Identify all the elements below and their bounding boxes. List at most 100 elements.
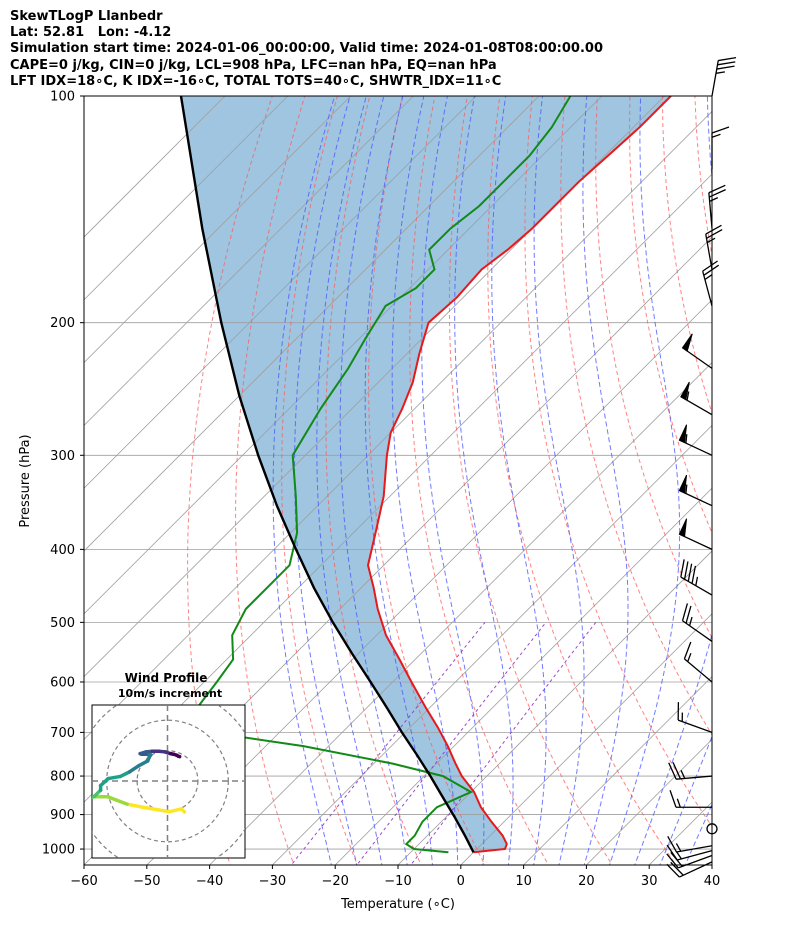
barb-feather (708, 189, 726, 198)
hodograph-plot (92, 705, 245, 858)
wind-barb (668, 762, 713, 780)
isotherm-line (585, 738, 712, 865)
hodograph-segment (114, 798, 129, 806)
y-tick-label: 600 (50, 675, 75, 690)
barb-staff (705, 233, 713, 270)
wind-barb (711, 126, 730, 169)
wind-barb (681, 333, 713, 369)
x-tick-label: −50 (133, 874, 160, 889)
moist-adiabat (634, 96, 712, 865)
wind-barb (678, 474, 713, 507)
shaded-region (181, 96, 671, 853)
barb-staff (677, 850, 713, 861)
barb-pennant (678, 518, 688, 538)
isotherm-line (711, 864, 712, 865)
dry-adiabat (694, 96, 712, 258)
x-tick-label: −60 (70, 874, 97, 889)
hodograph-segment (125, 802, 143, 809)
barb-feather (704, 273, 713, 281)
plot-area (84, 62, 794, 881)
barb-staff (676, 775, 713, 780)
moist-adiabat (364, 96, 433, 865)
barb-feather (711, 133, 721, 138)
isotherm-line (84, 96, 603, 615)
wind-barb (702, 260, 720, 307)
barb-feather (672, 762, 682, 780)
barb-feather (680, 769, 686, 779)
dry-adiabat (368, 96, 486, 865)
wind-barb (705, 224, 723, 270)
barb-feather (702, 260, 718, 272)
barb-staff (708, 192, 713, 229)
barb-feather (706, 228, 723, 239)
location-line: Lat: 52.81 Lon: -4.12 (10, 25, 172, 41)
barb-pennant (681, 333, 693, 352)
hodograph-segment (167, 807, 184, 814)
barb-feather (686, 391, 690, 401)
y-tick-label: 700 (50, 726, 75, 741)
hodograph-segment (138, 805, 157, 812)
wind-barb (678, 518, 713, 550)
y-tick-label: 500 (50, 616, 75, 631)
barb-feather (683, 641, 692, 660)
x-tick-label: −30 (259, 874, 286, 889)
x-axis-label: Temperature (∘C) (340, 897, 455, 912)
barb-feather (695, 576, 699, 586)
moist-adiabat (533, 96, 585, 865)
isotherm-line (648, 801, 712, 865)
barb-feather (687, 563, 693, 582)
barb-feather (670, 852, 683, 867)
barb-pennant (678, 424, 688, 444)
barb-feather (709, 197, 719, 202)
barb-feather (718, 56, 737, 62)
dry-adiabat (281, 96, 359, 865)
barb-feather (691, 565, 697, 584)
hodograph-segment (106, 774, 123, 781)
moist-adiabat (659, 735, 712, 865)
isotherm-line (146, 299, 712, 865)
mixing-ratio-line (356, 622, 547, 865)
axis-ticks: −60 −50 −40 −30 −20 −10 0 10 20 30 40 100 200 300 400 5… (42, 90, 720, 890)
y-tick-label: 900 (50, 808, 75, 823)
barb-feather (708, 184, 726, 194)
barb-feather (685, 484, 688, 494)
time-line: Simulation start time: 2024-01-06_00:00:… (10, 41, 603, 57)
hodograph-segment (152, 807, 172, 814)
barb-staff (711, 60, 719, 97)
barb-feather (685, 434, 688, 444)
moist-adiabat (608, 96, 681, 865)
barb-feather (668, 762, 677, 780)
isotherm-line (84, 96, 477, 489)
barb-feather (670, 861, 684, 876)
hodograph-subtitle: 10m/s increment (118, 687, 222, 700)
isotherm-line (760, 62, 794, 881)
moist-adiabat (684, 803, 712, 865)
barb-feather (675, 843, 682, 852)
isotherm-line (84, 96, 226, 238)
y-tick-label: 300 (50, 449, 75, 464)
dry-adiabat (448, 96, 613, 865)
wind-barb (666, 852, 713, 869)
dry-adiabat (325, 96, 422, 865)
y-axis-label: Pressure (hPa) (18, 434, 33, 527)
barb-feather (716, 65, 735, 70)
moist-adiabat (293, 96, 358, 865)
hodograph-inset: Wind Profile 10m/s increment (91, 671, 246, 859)
x-tick-label: −10 (384, 874, 411, 889)
barb-feather (685, 605, 692, 624)
y-tick-label: 1000 (42, 843, 75, 858)
hodograph-segment (176, 754, 182, 759)
barb-staff (702, 270, 713, 307)
moist-adiabat (272, 96, 336, 865)
moist-adiabat (391, 96, 459, 865)
cape-shading (181, 96, 671, 853)
barb-staff (684, 658, 713, 683)
barb-pennant (678, 474, 688, 494)
barb-staff (679, 861, 713, 878)
dry-adiabat (661, 96, 712, 415)
barb-feather (683, 561, 689, 580)
moist-adiabat (316, 96, 383, 865)
isotherm-line (84, 96, 289, 301)
barb-feather (681, 603, 689, 621)
